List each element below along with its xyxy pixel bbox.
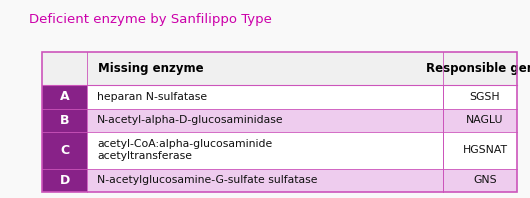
Text: N-acetyl-alpha-D-glucosaminidase: N-acetyl-alpha-D-glucosaminidase xyxy=(97,115,284,125)
Text: acetyl-CoA:alpha-glucosaminide
acetyltransferase: acetyl-CoA:alpha-glucosaminide acetyltra… xyxy=(97,139,272,162)
Bar xyxy=(42,132,87,169)
Text: NAGLU: NAGLU xyxy=(466,115,503,125)
Bar xyxy=(42,52,517,192)
Text: C: C xyxy=(60,144,69,157)
Bar xyxy=(42,109,87,132)
Text: Responsible gene: Responsible gene xyxy=(427,62,530,75)
Text: A: A xyxy=(60,90,70,103)
Bar xyxy=(42,85,517,109)
Text: N-acetylglucosamine-G-sulfate sulfatase: N-acetylglucosamine-G-sulfate sulfatase xyxy=(97,175,317,185)
Text: SGSH: SGSH xyxy=(470,92,500,102)
Text: B: B xyxy=(60,114,69,127)
Text: HGSNAT: HGSNAT xyxy=(463,145,507,155)
Bar xyxy=(42,169,87,192)
Text: Missing enzyme: Missing enzyme xyxy=(98,62,204,75)
Text: Deficient enzyme by Sanfilippo Type: Deficient enzyme by Sanfilippo Type xyxy=(29,13,272,26)
Text: heparan N-sulfatase: heparan N-sulfatase xyxy=(97,92,207,102)
Bar xyxy=(42,52,517,85)
Bar xyxy=(42,132,517,169)
Text: D: D xyxy=(60,174,70,187)
Bar xyxy=(42,85,87,109)
Bar xyxy=(42,169,517,192)
Bar xyxy=(42,109,517,132)
Text: GNS: GNS xyxy=(473,175,497,185)
